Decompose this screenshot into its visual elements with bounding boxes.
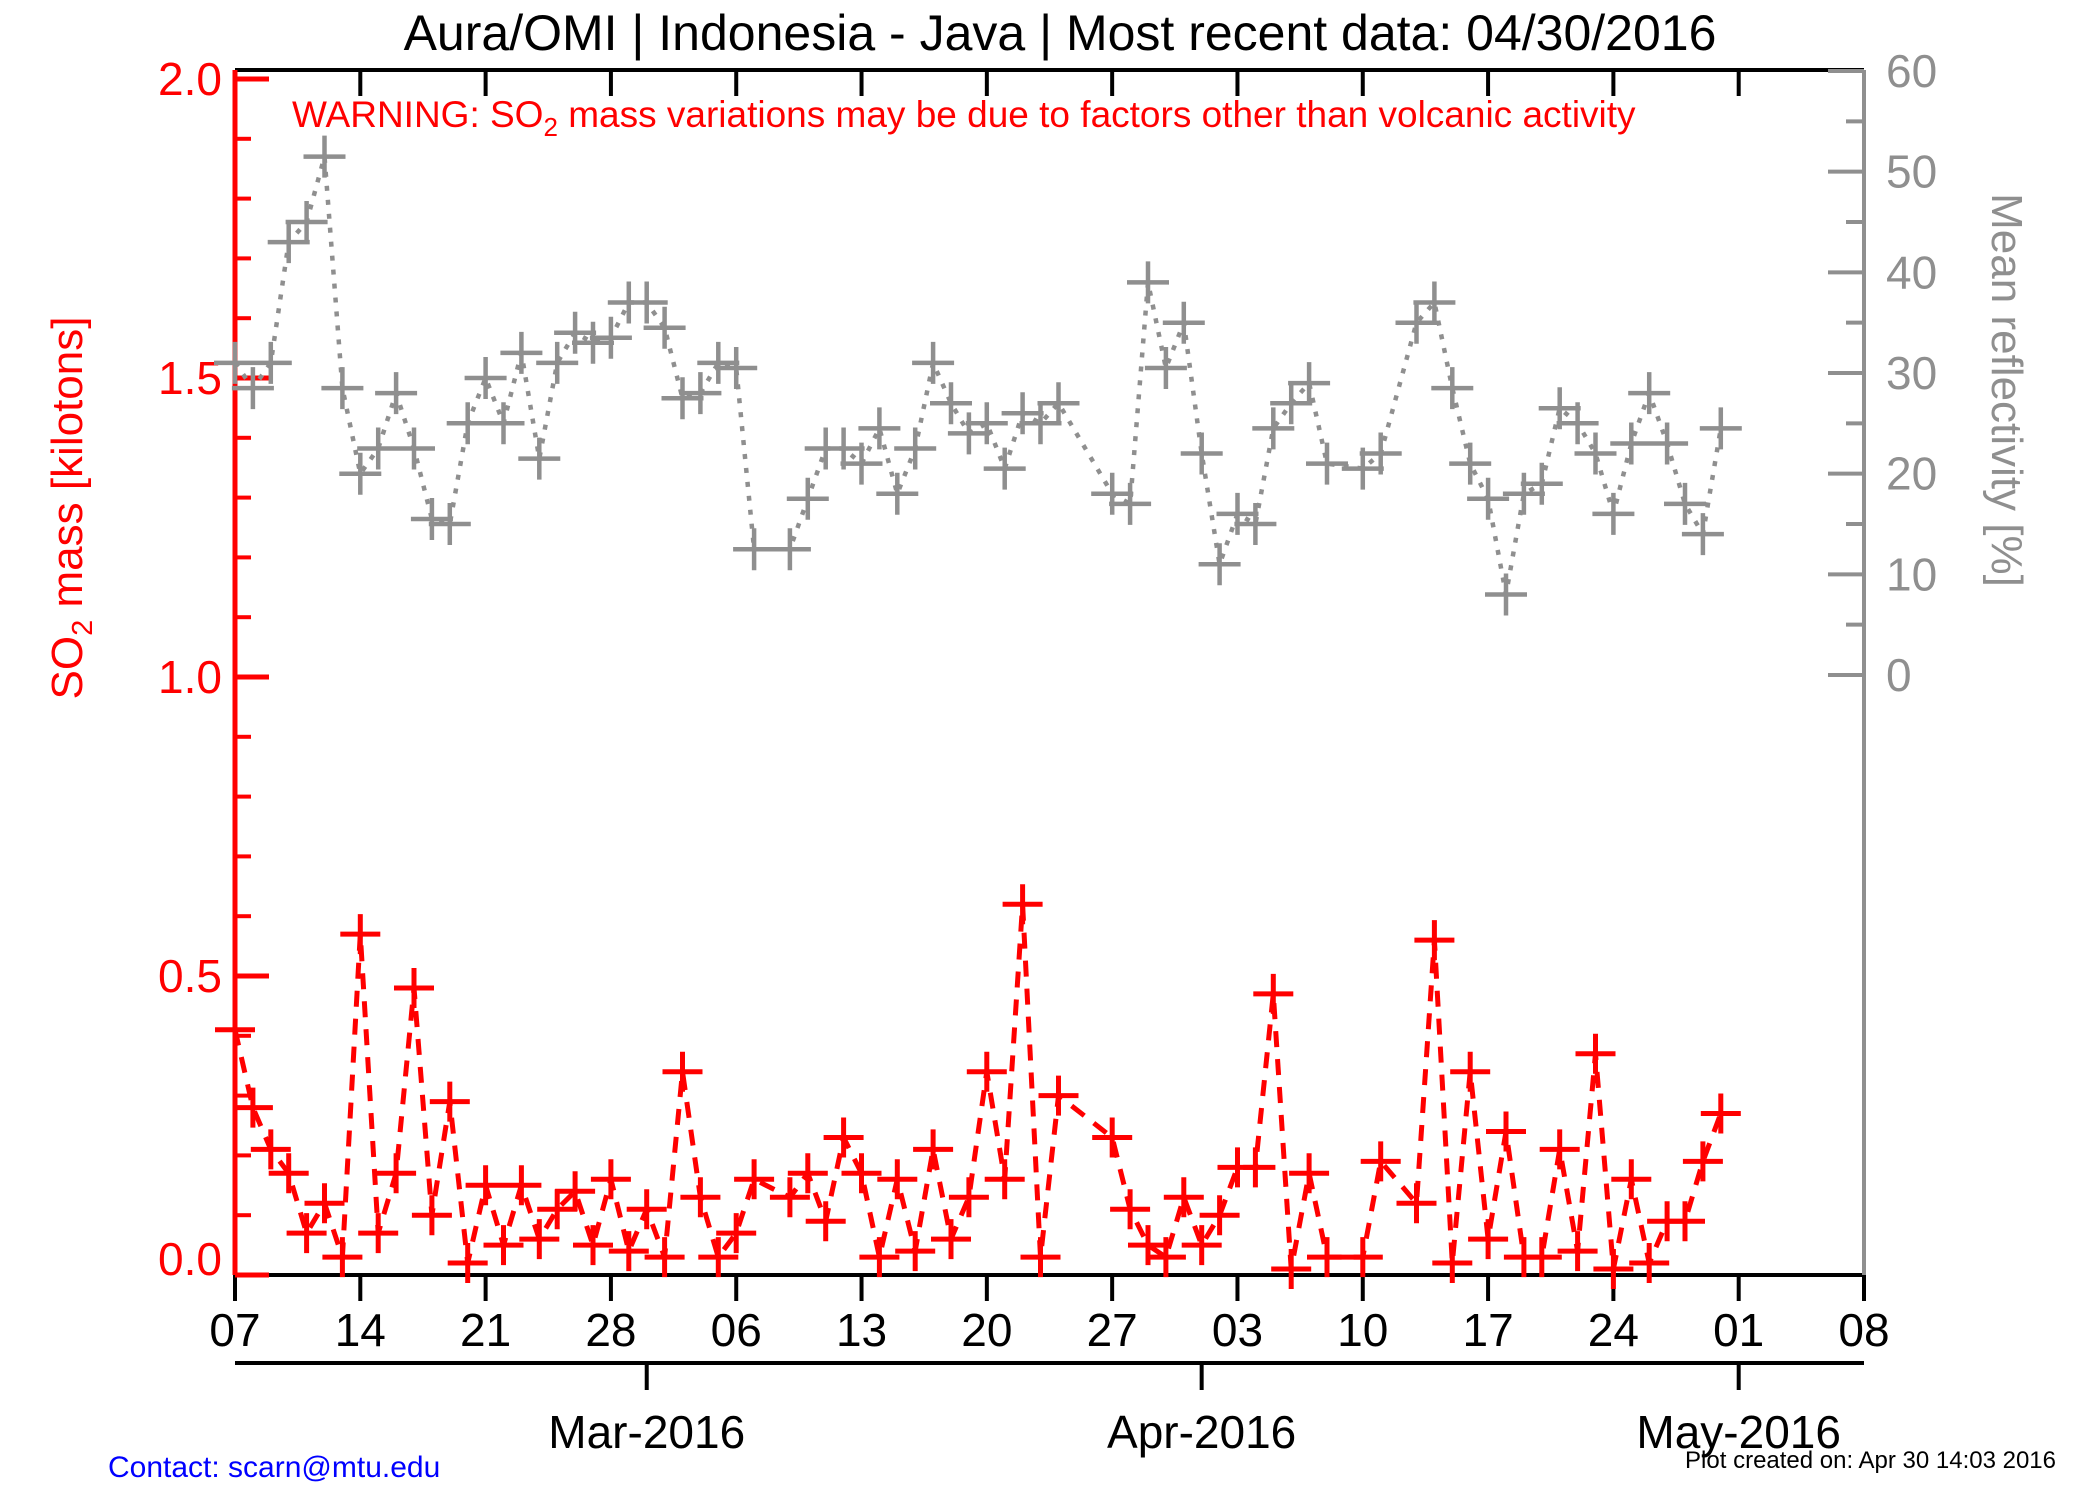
x-tick-label: 28 <box>585 1304 636 1356</box>
right-tick-label: 20 <box>1886 448 1937 500</box>
top-axis <box>233 68 1866 96</box>
warning-suffix: mass variations may be due to factors ot… <box>558 94 1636 135</box>
left-axis: 0.0 0.5 1.0 1.5 2.0 <box>158 53 269 1285</box>
x-tick-label: 27 <box>1087 1304 1138 1356</box>
mean-reflectivity-line <box>233 156 1724 595</box>
right-tick-label: 50 <box>1886 146 1937 198</box>
month-label: Apr-2016 <box>1107 1406 1296 1458</box>
left-axis-title-suffix: mass [kilotons] <box>43 317 92 620</box>
left-tick-label: 2.0 <box>158 53 222 105</box>
contact-link[interactable]: Contact: scarn@mtu.edu <box>108 1451 440 1484</box>
mean-reflectivity-markers <box>214 135 1742 616</box>
warning-subscript: 2 <box>543 112 557 142</box>
right-axis-title: Mean reflectivity [%] <box>1982 193 2031 587</box>
bottom-axis: 07 14 21 28 06 13 20 27 03 10 17 24 01 08 <box>209 1273 1890 1356</box>
x-tick-label: 14 <box>335 1304 386 1356</box>
left-tick-label: 1.5 <box>158 352 222 404</box>
left-tick-label: 0.5 <box>158 950 222 1002</box>
left-tick-label: 1.0 <box>158 651 222 703</box>
created-timestamp: Plot created on: Apr 30 14:03 2016 <box>1685 1447 2056 1474</box>
month-label: Mar-2016 <box>548 1406 745 1458</box>
x-tick-label: 06 <box>711 1304 762 1356</box>
left-tick-label: 0.0 <box>158 1233 222 1285</box>
x-tick-label: 01 <box>1713 1304 1764 1356</box>
right-tick-label: 40 <box>1886 246 1937 298</box>
right-tick-label: 30 <box>1886 347 1937 399</box>
left-axis-title: SO2 mass [kilotons] <box>43 317 99 700</box>
x-tick-label: 10 <box>1337 1304 1388 1356</box>
page-title: Aura/OMI | Indonesia - Java | Most recen… <box>404 5 1717 61</box>
x-tick-label: 17 <box>1462 1304 1513 1356</box>
reflectivity-series <box>214 135 1742 616</box>
x-tick-label: 08 <box>1838 1304 1889 1356</box>
x-tick-label: 07 <box>209 1304 260 1356</box>
right-tick-label: 10 <box>1886 548 1937 600</box>
so2-mass-line <box>232 904 1724 1272</box>
so2-series <box>215 884 1741 1289</box>
x-tick-label: 20 <box>961 1304 1012 1356</box>
so2-mass-markers <box>215 884 1741 1289</box>
x-tick-label: 03 <box>1212 1304 1263 1356</box>
warning-prefix: WARNING: SO <box>292 94 543 135</box>
x-tick-label: 24 <box>1588 1304 1639 1356</box>
right-tick-label: 0 <box>1886 649 1912 701</box>
right-tick-label: 60 <box>1886 45 1937 97</box>
warning-banner: WARNING: SO2 mass variations may be due … <box>292 94 1636 142</box>
month-label: May-2016 <box>1636 1406 1841 1458</box>
right-axis: 0 10 20 30 40 50 60 <box>1828 45 1937 1275</box>
month-axis: Mar-2016 Apr-2016 May-2016 <box>235 1361 1864 1458</box>
left-axis-title-prefix: SO <box>43 636 92 700</box>
x-tick-label: 21 <box>460 1304 511 1356</box>
x-tick-label: 13 <box>836 1304 887 1356</box>
left-axis-title-subscript: 2 <box>67 620 99 636</box>
